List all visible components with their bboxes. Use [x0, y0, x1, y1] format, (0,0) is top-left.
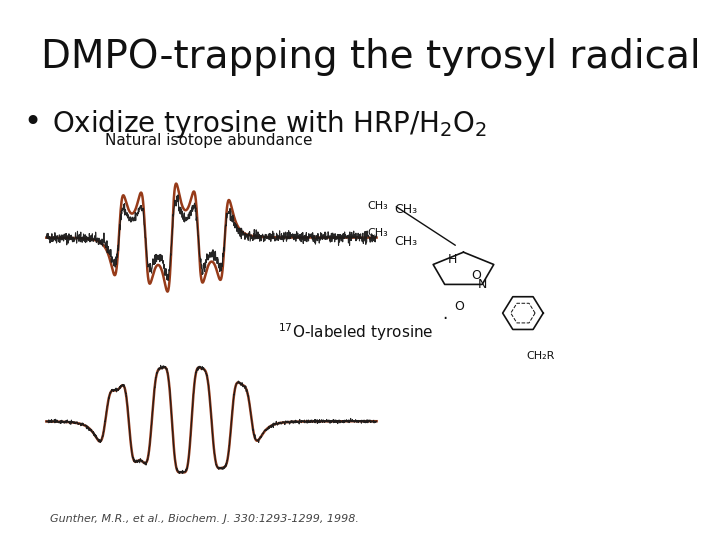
- Text: O: O: [454, 300, 464, 313]
- Text: •: •: [23, 108, 41, 137]
- Text: CH₂R: CH₂R: [526, 351, 554, 361]
- Text: $^{17}$O-labeled tyrosine: $^{17}$O-labeled tyrosine: [278, 321, 433, 343]
- Text: N: N: [477, 278, 487, 291]
- Text: CH₃: CH₃: [394, 203, 417, 216]
- Text: CH₃: CH₃: [394, 235, 417, 248]
- Text: CH₃: CH₃: [367, 200, 388, 211]
- Text: CH₃: CH₃: [367, 227, 388, 238]
- Text: Gunther, M.R., et al., Biochem. J. 330:1293-1299, 1998.: Gunther, M.R., et al., Biochem. J. 330:1…: [50, 514, 359, 524]
- Text: H: H: [448, 253, 457, 266]
- Text: DMPO-trapping the tyrosyl radical: DMPO-trapping the tyrosyl radical: [40, 38, 700, 76]
- Text: .: .: [442, 305, 447, 323]
- Text: Oxidize tyrosine with HRP/H$_2$O$_2$: Oxidize tyrosine with HRP/H$_2$O$_2$: [52, 108, 487, 140]
- Text: Natural isotope abundance: Natural isotope abundance: [105, 133, 312, 148]
- Text: O: O: [471, 269, 481, 282]
